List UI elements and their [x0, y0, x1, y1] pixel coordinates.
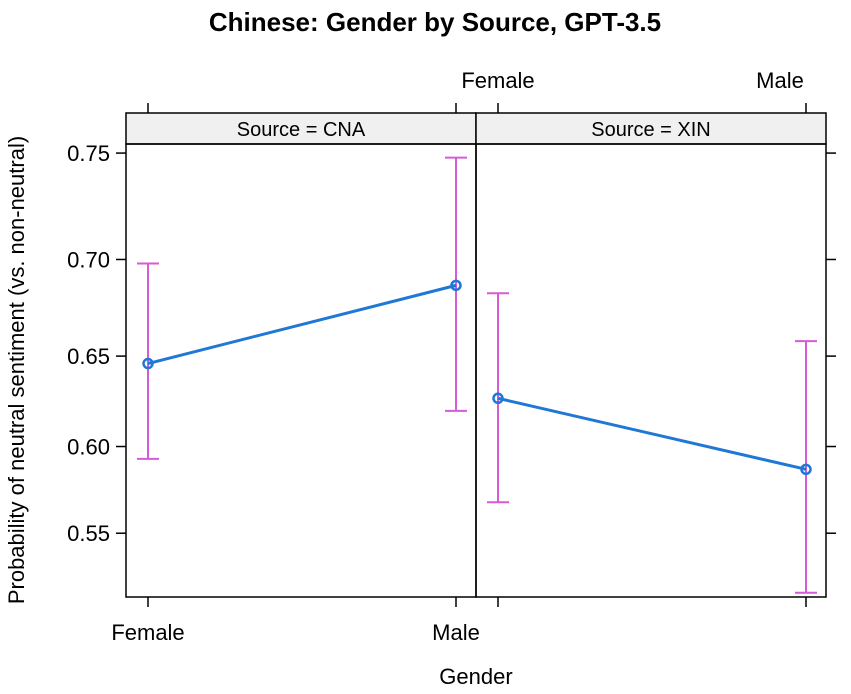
strip-label: Source = CNA	[237, 119, 366, 141]
panel: Source = CNA Female Male	[111, 103, 480, 645]
y-tick-label: 0.75	[67, 141, 110, 166]
x-tick-label-top: Male	[756, 68, 804, 93]
chart-title: Chinese: Gender by Source, GPT-3.5	[209, 7, 661, 37]
panel-frame	[125, 143, 477, 598]
data-point	[450, 279, 462, 292]
y-tick-label: 0.65	[67, 344, 110, 369]
strip	[475, 112, 827, 145]
x-tick-label-top: Female	[461, 68, 534, 93]
series-line	[497, 396, 807, 471]
y-tick-label: 0.55	[67, 521, 110, 546]
x-axis-label: Gender	[439, 664, 512, 689]
panel: Source = XIN Female Male	[461, 68, 827, 607]
panel-frame	[475, 143, 827, 598]
y-tick-label: 0.60	[67, 435, 110, 460]
strip-label: Source = XIN	[591, 119, 711, 141]
y-ticks: 0.55 0.60 0.65 0.70 0.75	[67, 141, 836, 546]
panels: Source = CNA Female Male Source = XIN Female…	[111, 68, 827, 645]
data-point	[142, 357, 154, 370]
y-tick-label: 0.70	[67, 247, 110, 272]
data-point	[492, 392, 504, 405]
series-line	[147, 283, 457, 365]
data-point	[800, 463, 812, 476]
x-tick-label: Female	[111, 620, 184, 645]
y-axis-label: Probability of neutral sentiment (vs. no…	[4, 136, 29, 604]
x-tick-label: Male	[432, 620, 480, 645]
